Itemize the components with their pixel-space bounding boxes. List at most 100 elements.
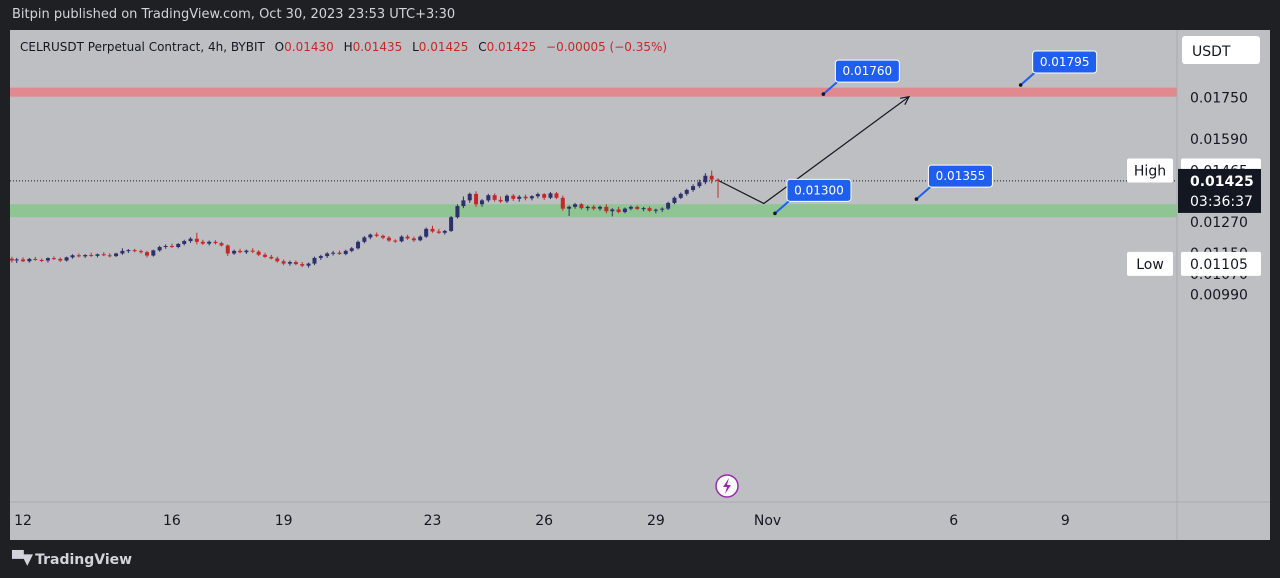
callout-label: 0.01355: [936, 169, 986, 183]
candle: [101, 252, 106, 257]
candle-body: [343, 250, 348, 255]
price-callout: 0.01300: [773, 178, 852, 216]
candle-body: [486, 195, 491, 201]
candle-body: [697, 182, 702, 187]
candle: [331, 250, 336, 256]
candle: [132, 248, 137, 253]
candle: [666, 201, 671, 210]
candle-body: [76, 255, 81, 257]
candle-body: [219, 243, 224, 246]
candle-body: [455, 206, 460, 218]
candle-body: [610, 209, 615, 212]
candle: [635, 205, 640, 210]
candle-body: [535, 194, 540, 197]
x-tick-label: 9: [1061, 513, 1070, 529]
candle: [21, 257, 26, 263]
candle: [579, 202, 584, 210]
legend-symbol: CELRUSDT Perpetual Contract, 4h, BYBIT: [20, 40, 266, 54]
candle: [492, 193, 497, 202]
candle-body: [318, 256, 323, 258]
zones-layer: [10, 87, 1177, 218]
tradingview-logo[interactable]: ▀▼ TradingView: [12, 550, 132, 568]
candle: [188, 237, 193, 243]
candle-body: [132, 250, 137, 252]
candle: [548, 192, 553, 200]
candle: [232, 249, 237, 255]
candle-body: [579, 204, 584, 209]
x-tick-label: Nov: [754, 513, 781, 529]
candle: [436, 228, 441, 235]
candle: [691, 184, 696, 192]
candle: [523, 194, 528, 201]
price-callout: 0.01355: [914, 164, 993, 201]
candle-body: [666, 202, 671, 209]
low-marker-label: Low: [1136, 257, 1164, 273]
candle-body: [380, 235, 385, 238]
candle-body: [691, 186, 696, 190]
chart-area[interactable]: 0.01760 0.01795 0.01300 0.01355 CELRUSDT Pe…: [9, 30, 1270, 540]
candle: [678, 192, 683, 200]
candle-body: [523, 196, 528, 199]
candle-body: [51, 258, 56, 260]
candle: [716, 178, 721, 198]
candle-body: [157, 247, 162, 251]
candle-body: [337, 252, 342, 255]
candle: [498, 196, 503, 203]
currency-button[interactable]: [1182, 36, 1260, 64]
y-tick-label: 0.01270: [1190, 215, 1248, 231]
candle: [238, 248, 243, 254]
y-tick-label: 0.00990: [1190, 288, 1248, 304]
callout-anchor: [821, 92, 826, 96]
candle: [442, 229, 447, 235]
candle: [27, 257, 32, 263]
candle: [287, 260, 292, 266]
legend-change: −0.00005 (−0.35%): [546, 40, 667, 54]
candle: [368, 233, 373, 240]
candle-body: [591, 206, 596, 209]
candle-body: [21, 259, 26, 262]
callouts-layer: 0.01760 0.01795 0.01300 0.01355: [773, 50, 1098, 216]
candle: [256, 250, 261, 257]
candle: [517, 195, 522, 202]
callout-label: 0.01760: [843, 64, 893, 78]
x-tick-label: 16: [163, 513, 181, 529]
candle-body: [368, 234, 373, 238]
candlestick-chart[interactable]: 0.01760 0.01795 0.01300 0.01355 CELRUSDT Pe…: [9, 30, 1270, 540]
candle-body: [95, 254, 100, 256]
candle-body: [287, 262, 292, 264]
candle-body: [250, 250, 255, 252]
candle-body: [622, 208, 627, 213]
last-price-label: 0.01425: [1190, 174, 1254, 190]
lightning-icon[interactable]: [715, 474, 739, 498]
candle-body: [213, 241, 218, 244]
candle-body: [45, 258, 50, 261]
countdown-label: 03:36:37: [1190, 194, 1253, 210]
candle-body: [262, 254, 267, 257]
candle-body: [281, 261, 286, 264]
candle-body: [492, 195, 497, 200]
candle: [455, 204, 460, 219]
last-price-marker: 0.01425 03:36:37: [1178, 168, 1261, 213]
candle-body: [386, 237, 391, 241]
candle-body: [188, 238, 193, 242]
candle-body: [474, 193, 479, 205]
candle: [430, 225, 435, 233]
candle-body: [548, 193, 553, 198]
candle-body: [349, 248, 354, 251]
callout-anchor: [1018, 83, 1023, 87]
candle: [262, 252, 267, 258]
legend-h-label: H: [344, 40, 353, 54]
time-axis[interactable]: 12 16 19 23 26 29 Nov 6 9: [14, 513, 1070, 529]
candle-body: [585, 206, 590, 209]
candle-body: [356, 241, 361, 249]
candle: [653, 208, 658, 214]
callout-box: [786, 178, 852, 202]
candle: [449, 215, 454, 232]
candle: [461, 196, 466, 209]
candle-body: [374, 234, 379, 236]
candle-body: [554, 193, 559, 198]
candle: [486, 193, 491, 203]
candle-body: [418, 236, 423, 241]
x-tick-label: 19: [275, 513, 293, 529]
candle-body: [560, 197, 565, 209]
